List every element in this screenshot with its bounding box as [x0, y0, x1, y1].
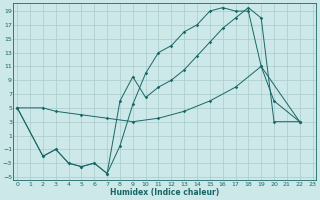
X-axis label: Humidex (Indice chaleur): Humidex (Indice chaleur)	[110, 188, 220, 197]
